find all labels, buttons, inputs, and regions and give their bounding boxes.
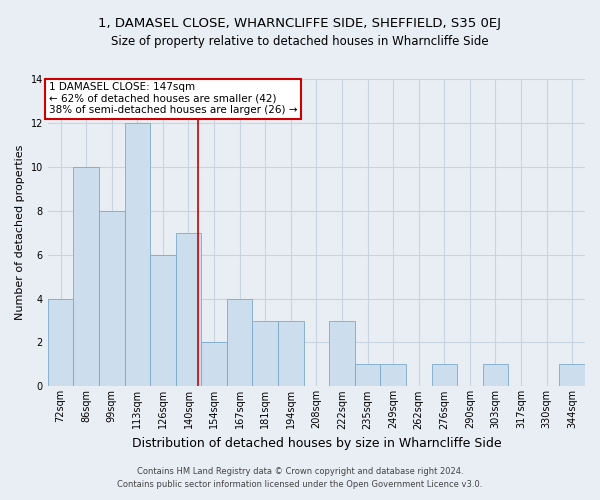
Bar (253, 320, 278, 386)
Bar (48, 298, 73, 386)
Bar (559, 364, 585, 386)
Bar (227, 298, 253, 386)
Text: 1 DAMASEL CLOSE: 147sqm
← 62% of detached houses are smaller (42)
38% of semi-de: 1 DAMASEL CLOSE: 147sqm ← 62% of detache… (49, 82, 298, 116)
Bar (201, 342, 227, 386)
Bar (482, 364, 508, 386)
Text: Size of property relative to detached houses in Wharncliffe Side: Size of property relative to detached ho… (111, 35, 489, 48)
Text: Contains HM Land Registry data © Crown copyright and database right 2024.
Contai: Contains HM Land Registry data © Crown c… (118, 468, 482, 489)
Bar (329, 320, 355, 386)
Bar (278, 320, 304, 386)
Bar (176, 232, 201, 386)
Bar (431, 364, 457, 386)
Bar (99, 210, 125, 386)
Bar (73, 167, 99, 386)
Bar (150, 254, 176, 386)
Bar (380, 364, 406, 386)
Bar (355, 364, 380, 386)
Text: 1, DAMASEL CLOSE, WHARNCLIFFE SIDE, SHEFFIELD, S35 0EJ: 1, DAMASEL CLOSE, WHARNCLIFFE SIDE, SHEF… (98, 18, 502, 30)
Bar (125, 123, 150, 386)
Y-axis label: Number of detached properties: Number of detached properties (15, 145, 25, 320)
X-axis label: Distribution of detached houses by size in Wharncliffe Side: Distribution of detached houses by size … (131, 437, 501, 450)
